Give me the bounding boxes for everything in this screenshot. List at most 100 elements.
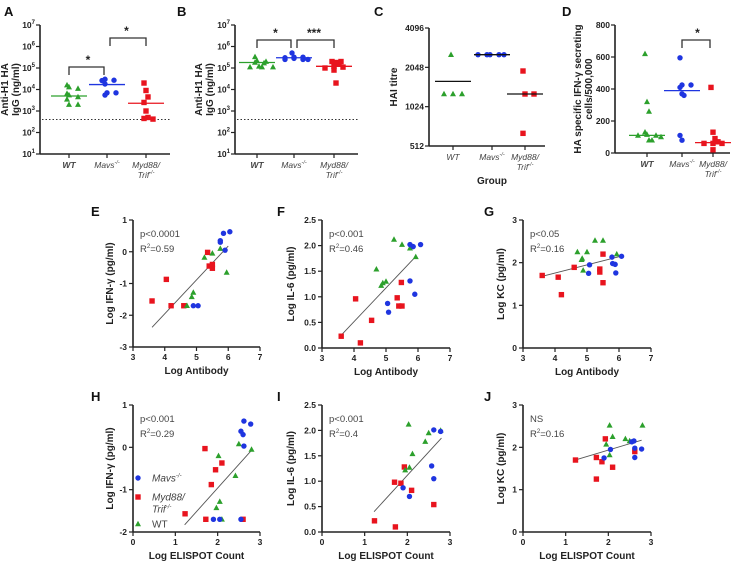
panel-h: H -2 -1 0 1 0 1 2 3 Log IFN-γ (pg/ml) Log ELISPOT … bbox=[91, 389, 263, 562]
panel-i: I 0.0 0.5 1.0 1.5 2.0 2.5 0 1 2 3 Log IL-6 (pg/ml) L… bbox=[277, 389, 453, 562]
data-point-myd88 bbox=[558, 291, 565, 298]
r-squared-value: 0.4 bbox=[345, 429, 358, 440]
data-point bbox=[75, 101, 81, 107]
data-point bbox=[712, 135, 718, 142]
r-squared-symbol: R bbox=[530, 429, 537, 440]
r-squared-exponent: 2 bbox=[537, 429, 541, 435]
data-point-wt bbox=[201, 254, 208, 260]
data-point bbox=[450, 90, 456, 97]
y-tick-label: 0.5 bbox=[304, 317, 316, 327]
x-tick-label: WT bbox=[446, 152, 460, 162]
data-point-myd88 bbox=[555, 274, 561, 280]
data-point bbox=[145, 94, 151, 100]
group-superscript: -/- bbox=[149, 170, 154, 176]
data-point-myd88 bbox=[219, 460, 225, 466]
data-point bbox=[247, 63, 253, 70]
group-name-line2: Trif bbox=[326, 170, 339, 180]
data-point-wt bbox=[606, 451, 613, 458]
data-point bbox=[642, 50, 648, 57]
significance-bracket bbox=[109, 37, 147, 46]
r-squared: R2=0.4 bbox=[329, 429, 358, 440]
data-point-wt bbox=[217, 245, 224, 251]
data-point-wt bbox=[409, 450, 416, 457]
data-point-wt bbox=[584, 248, 590, 255]
data-point-mavs bbox=[406, 493, 413, 500]
data-point bbox=[715, 139, 721, 145]
group-superscript: -/- bbox=[302, 160, 307, 166]
x-axis-label: Log ELISPOT Count bbox=[338, 551, 434, 562]
y-tick-exponent: 4 bbox=[227, 85, 231, 91]
y-tick-base: 10 bbox=[22, 20, 32, 30]
group-name: Mavs bbox=[94, 160, 115, 170]
y-axis-label: cells/500,000 bbox=[584, 58, 595, 120]
y-tick-label: 3 bbox=[512, 215, 517, 225]
data-point-myd88 bbox=[352, 296, 359, 302]
y-tick-label: 2048 bbox=[405, 62, 424, 72]
y-tick-label: 1024 bbox=[405, 102, 424, 112]
data-point bbox=[441, 90, 447, 97]
data-point-mavs bbox=[417, 241, 424, 248]
x-tick-label: 1 bbox=[173, 537, 178, 547]
data-point-mavs bbox=[222, 247, 228, 253]
r-squared-equals: = bbox=[339, 429, 345, 440]
y-tick-exponent: 1 bbox=[32, 149, 36, 155]
group-name: WT bbox=[62, 160, 76, 170]
panel-letter: D bbox=[562, 4, 571, 19]
data-point-mavs bbox=[410, 243, 416, 250]
panel-d: D 0 200 400 600 800 HA specific IFN-γ secretin… bbox=[562, 4, 731, 179]
data-point-myd88 bbox=[401, 464, 408, 470]
significance-label: *** bbox=[307, 26, 321, 40]
y-tick-label: 0 bbox=[512, 343, 517, 353]
data-point-mavs bbox=[601, 455, 607, 461]
legend-label: Myd88/Trif-/- bbox=[152, 493, 186, 516]
data-point-myd88 bbox=[396, 303, 402, 309]
data-point-mavs bbox=[585, 270, 592, 277]
data-point bbox=[331, 67, 337, 73]
y-axis-label: Log IFN-γ (pg/ml) bbox=[105, 427, 116, 509]
group-superscript: -/- bbox=[115, 160, 120, 166]
data-point bbox=[270, 63, 276, 70]
r-squared-exponent: 2 bbox=[336, 429, 340, 435]
data-point-mavs bbox=[607, 446, 614, 453]
data-point-mavs bbox=[384, 300, 391, 307]
panel-letter: G bbox=[484, 204, 494, 219]
data-point bbox=[677, 132, 683, 139]
data-point bbox=[340, 64, 346, 70]
data-point bbox=[64, 96, 70, 102]
y-tick-label: -2 bbox=[119, 310, 127, 320]
x-axis-label: Group bbox=[477, 176, 507, 187]
y-tick-label: -2 bbox=[119, 527, 127, 537]
y-tick-exponent: 5 bbox=[227, 63, 231, 69]
significance-bracket bbox=[256, 39, 292, 48]
data-point bbox=[150, 116, 156, 122]
data-point-mavs bbox=[407, 278, 413, 284]
panel-j: J 0 1 2 3 0 1 2 3 Log KC (pg/ml) Log ELISPOT Count… bbox=[484, 389, 654, 562]
r-squared-symbol: R bbox=[140, 244, 147, 255]
data-point-wt bbox=[592, 237, 598, 243]
y-tick-label: 2.0 bbox=[304, 425, 316, 435]
y-tick-label: 0 bbox=[512, 527, 517, 537]
panel-letter: I bbox=[277, 389, 281, 404]
data-point-myd88 bbox=[368, 317, 375, 324]
r-squared: R2=0.29 bbox=[140, 429, 174, 440]
x-tick-label: 3 bbox=[320, 353, 325, 363]
x-tick-label: 0 bbox=[521, 537, 526, 547]
x-tick-label: 3 bbox=[448, 537, 453, 547]
group-name: WT bbox=[250, 160, 264, 170]
r-squared-value: 0.29 bbox=[156, 429, 175, 440]
x-tick-label: 2 bbox=[215, 537, 220, 547]
r-squared-equals: = bbox=[150, 429, 156, 440]
x-tick-label: 3 bbox=[649, 537, 654, 547]
data-point-mavs bbox=[210, 516, 217, 522]
y-tick-exponent: 2 bbox=[227, 128, 231, 134]
data-point-mavs bbox=[431, 427, 437, 433]
group-name: Mavs bbox=[281, 160, 302, 170]
data-point-myd88 bbox=[357, 340, 364, 346]
data-point-wt bbox=[379, 279, 386, 286]
regression-line bbox=[184, 449, 252, 526]
group-name: Myd88/ bbox=[511, 152, 541, 162]
r-squared-exponent: 2 bbox=[537, 244, 541, 250]
r-squared-exponent: 2 bbox=[336, 244, 340, 250]
y-tick-label: 1 bbox=[512, 300, 517, 310]
